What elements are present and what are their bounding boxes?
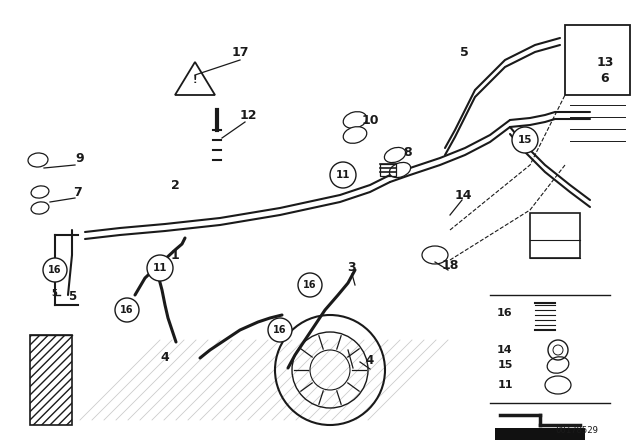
Text: 11: 11: [336, 170, 350, 180]
Text: 5: 5: [51, 289, 57, 297]
Text: 2: 2: [171, 178, 179, 191]
Text: 12: 12: [239, 108, 257, 121]
Text: 4: 4: [161, 350, 170, 363]
Text: 6: 6: [601, 72, 609, 85]
Text: 15: 15: [497, 360, 513, 370]
Text: 3: 3: [348, 260, 356, 273]
Circle shape: [43, 258, 67, 282]
Text: 11: 11: [153, 263, 167, 273]
Text: 5: 5: [460, 46, 468, 59]
Bar: [30, 335, 72, 425]
Text: 4: 4: [366, 353, 374, 366]
Ellipse shape: [31, 202, 49, 214]
Text: 16: 16: [48, 265, 61, 275]
Circle shape: [512, 127, 538, 153]
Text: 00178529: 00178529: [555, 426, 598, 435]
Text: 17: 17: [231, 46, 249, 59]
Bar: [530, 213, 580, 258]
Text: 10: 10: [361, 113, 379, 126]
Text: 13: 13: [596, 56, 614, 69]
Circle shape: [147, 255, 173, 281]
Text: 16: 16: [497, 308, 513, 318]
Text: 16: 16: [303, 280, 317, 290]
Text: 9: 9: [76, 151, 84, 164]
Text: 16: 16: [273, 325, 287, 335]
Text: 14: 14: [454, 189, 472, 202]
Bar: [495, 428, 585, 440]
Text: 11: 11: [497, 380, 513, 390]
Ellipse shape: [547, 357, 569, 373]
Ellipse shape: [389, 163, 411, 177]
Text: 1: 1: [171, 249, 179, 262]
Circle shape: [330, 162, 356, 188]
Ellipse shape: [343, 127, 367, 143]
Ellipse shape: [385, 147, 406, 163]
Ellipse shape: [31, 186, 49, 198]
Text: !: !: [193, 75, 197, 85]
Ellipse shape: [343, 112, 367, 128]
Ellipse shape: [422, 246, 448, 264]
Bar: [565, 25, 630, 95]
Ellipse shape: [545, 376, 571, 394]
Circle shape: [298, 273, 322, 297]
Bar: [380, 164, 396, 176]
Text: 5: 5: [68, 289, 76, 302]
Text: 8: 8: [404, 146, 412, 159]
Text: 7: 7: [74, 185, 83, 198]
Text: 15: 15: [518, 135, 532, 145]
Ellipse shape: [28, 153, 48, 167]
Circle shape: [268, 318, 292, 342]
Text: 16: 16: [120, 305, 134, 315]
Text: 18: 18: [442, 258, 459, 271]
Circle shape: [115, 298, 139, 322]
Text: 14: 14: [497, 345, 513, 355]
